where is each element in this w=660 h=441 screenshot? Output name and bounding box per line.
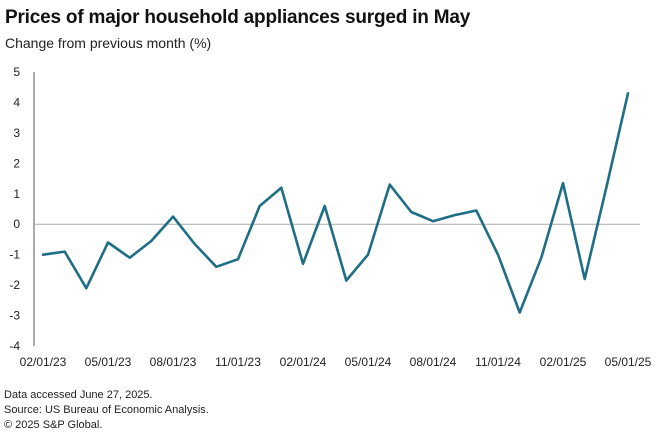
y-tick-label: 5 xyxy=(13,65,20,79)
y-tick-label: -1 xyxy=(9,248,20,262)
x-tick-label: 08/01/24 xyxy=(410,355,457,369)
data-point xyxy=(84,286,88,290)
data-point xyxy=(41,253,45,257)
footnotes: Data accessed June 27, 2025. Source: US … xyxy=(4,388,209,433)
data-point xyxy=(323,204,327,208)
y-tick-label: -3 xyxy=(9,309,20,323)
footnote-copyright: © 2025 S&P Global. xyxy=(4,419,103,431)
data-point xyxy=(193,242,197,246)
chart-subtitle: Change from previous month (%) xyxy=(5,35,212,51)
y-tick-label: -2 xyxy=(9,278,20,292)
x-tick-label: 11/01/23 xyxy=(215,355,261,369)
data-point xyxy=(149,239,153,243)
data-point xyxy=(63,250,67,254)
series-line xyxy=(41,92,630,314)
y-tick-label: 4 xyxy=(13,95,20,109)
y-tick-label: -4 xyxy=(9,339,20,353)
x-tick-label: 02/01/23 xyxy=(20,355,67,369)
x-tick-label: 05/01/25 xyxy=(605,355,652,369)
data-point xyxy=(431,219,435,223)
data-point xyxy=(344,279,348,283)
data-point xyxy=(604,186,608,190)
data-point xyxy=(279,186,283,190)
x-tick-label: 08/01/23 xyxy=(150,355,197,369)
data-point xyxy=(626,91,630,95)
y-tick-label: 3 xyxy=(13,126,20,140)
x-tick-label: 02/01/24 xyxy=(280,355,327,369)
data-point xyxy=(518,311,522,315)
y-tick-label: 1 xyxy=(13,187,20,201)
data-point xyxy=(474,209,478,213)
x-tick-label: 05/01/23 xyxy=(85,355,132,369)
x-tick-label: 11/01/24 xyxy=(475,355,521,369)
y-tick-label: 2 xyxy=(13,156,20,170)
x-tick-label: 02/01/25 xyxy=(540,355,587,369)
data-point xyxy=(258,204,262,208)
line-chart: 5 4 3 2 1 0 -1 -2 -3 -4 02/01/23 05/01/23 08/01/23 1… xyxy=(9,65,652,369)
data-point xyxy=(171,215,175,219)
data-point xyxy=(561,181,565,185)
data-point xyxy=(409,210,413,214)
data-point xyxy=(214,265,218,269)
footnote-source: Source: US Bureau of Economic Analysis. xyxy=(4,404,209,416)
chart-title: Prices of major household appliances sur… xyxy=(5,7,471,28)
data-point xyxy=(388,183,392,187)
plot-area xyxy=(34,91,640,315)
data-point xyxy=(236,257,240,261)
x-tick-label: 05/01/24 xyxy=(345,355,392,369)
data-point xyxy=(496,253,500,257)
data-point xyxy=(539,256,543,260)
data-point xyxy=(583,277,587,281)
y-tick-label: 0 xyxy=(13,217,20,231)
x-axis: 02/01/23 05/01/23 08/01/23 11/01/23 02/01/24… xyxy=(20,355,652,369)
data-point xyxy=(128,256,132,260)
data-point xyxy=(366,253,370,257)
footnote-access-date: Data accessed June 27, 2025. xyxy=(4,389,153,401)
data-point xyxy=(453,213,457,217)
data-point xyxy=(301,262,305,266)
data-point xyxy=(106,240,110,244)
y-axis: 5 4 3 2 1 0 -1 -2 -3 -4 xyxy=(9,65,35,353)
